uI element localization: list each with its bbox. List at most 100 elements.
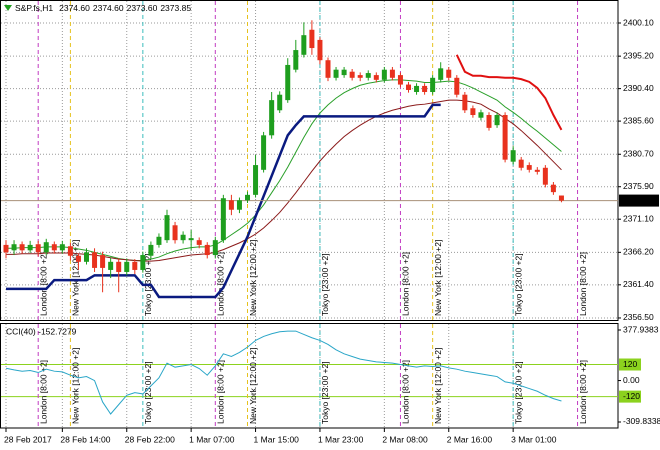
session-label: London [8:00 +2] [578, 360, 588, 424]
candle-body [196, 240, 202, 245]
candle-body [140, 255, 146, 270]
session-label: London [8:00 +2] [38, 360, 48, 424]
session-label: Tokyo [23:00 +2] [513, 253, 523, 316]
candle-body [204, 244, 210, 256]
y-tick-label: 2390.40 [623, 83, 654, 93]
candle-body [148, 244, 154, 256]
y-tick-label: 2356.50 [623, 312, 654, 322]
candle-body [446, 69, 452, 78]
candle-body [220, 198, 226, 241]
y-tick-label: 377.9383 [623, 324, 659, 334]
x-tick-label: 28 Feb 2017 [4, 434, 52, 444]
candle-body [75, 255, 81, 262]
candle-body [116, 261, 122, 272]
candle-body [236, 200, 242, 210]
y-tick-label: -309.8338 [623, 416, 660, 426]
candle-body [293, 50, 299, 70]
open-value: 2374.60 [59, 3, 90, 13]
candle-body [156, 236, 162, 245]
y-tick-label: 2395.20 [623, 50, 654, 60]
candle-body [3, 244, 9, 253]
candle-body [486, 115, 492, 128]
candle-body [43, 242, 49, 253]
header: S&P.fs,H1 2374.60 2374.60 2373.60 2373.85 [15, 3, 191, 13]
x-tick-label: 28 Feb 14:00 [60, 434, 110, 444]
session-label: New York [12:00 +2] [433, 240, 443, 316]
x-tick-label: 2 Mar 08:00 [382, 434, 428, 444]
candle-body [11, 244, 17, 251]
low-value: 2373.60 [127, 3, 158, 13]
candle-body [285, 64, 291, 101]
level-label-box [619, 390, 641, 403]
session-label: Tokyo [23:00 +2] [320, 253, 330, 316]
session-label: Tokyo [23:00 +2] [513, 361, 523, 424]
candle-body [365, 73, 371, 78]
y-tick-label: 2400.10 [623, 17, 654, 27]
candle-body [228, 200, 234, 210]
candle-body [430, 77, 436, 93]
symbol-icon [4, 5, 12, 11]
indicator-line [6, 79, 562, 261]
main-pane [0, 0, 619, 321]
candle-body [406, 84, 411, 90]
candle-body [180, 234, 186, 241]
candle-body [494, 115, 500, 126]
candle-body [510, 150, 516, 162]
candle-body [333, 69, 339, 78]
level-label: -120 [623, 391, 640, 401]
candle-body [188, 238, 194, 241]
candle-body [92, 252, 98, 268]
indicator-line [6, 99, 562, 262]
candle-body [301, 35, 307, 55]
x-tick-label: 28 Feb 22:00 [125, 434, 175, 444]
candle-body [526, 165, 532, 170]
session-label: New York [12:00 +2] [71, 240, 81, 316]
session-label: New York [12:00 +2] [248, 348, 258, 424]
session-label: London [8:00 +2] [578, 252, 588, 316]
candle-body [414, 85, 420, 93]
candle-body [35, 244, 41, 253]
candle-body [51, 244, 57, 251]
y-tick-label: 2380.70 [623, 148, 654, 158]
candle-body [59, 244, 65, 251]
session-label: New York [12:00 +2] [248, 240, 258, 316]
candle-body [164, 215, 170, 241]
candle-body [108, 261, 114, 270]
high-value: 2374.60 [93, 3, 124, 13]
candle-body [277, 94, 283, 111]
symbol: S&P.fs,H1 [15, 3, 53, 13]
candle-body [253, 165, 259, 195]
candle-body [534, 169, 540, 172]
session-label: New York [12:00 +2] [433, 348, 443, 424]
candle-body [124, 261, 130, 272]
session-label: London [8:00 +2] [216, 360, 226, 424]
session-label: New York [12:00 +2] [71, 348, 81, 424]
axes: 28 Feb 2017 28 Feb 14:00 28 Feb 22:00 1 Mar… [4, 17, 660, 444]
indicator-line [6, 103, 441, 299]
candle-body [67, 246, 73, 256]
candle-body [269, 100, 275, 136]
candle-body [100, 255, 106, 268]
y-tick-label: 2366.20 [623, 247, 654, 257]
candle-body [518, 159, 524, 168]
indicator-line [455, 54, 563, 131]
session-label: London [8:00 +2] [401, 360, 411, 424]
candle-body [373, 75, 379, 80]
session-label: London [8:00 +2] [38, 252, 48, 316]
candle-body [558, 195, 564, 201]
candle-body [422, 85, 428, 93]
current-price-label: 2373.85 [623, 195, 654, 205]
candle-body [309, 29, 315, 49]
overlays [1, 54, 618, 415]
y-tick-label: 2371.10 [623, 213, 654, 223]
candle-body [212, 240, 218, 256]
y-tick-label: 2385.60 [623, 115, 654, 125]
candle-body [132, 261, 138, 270]
candle-body [438, 68, 444, 80]
candle-body [542, 167, 548, 185]
candle-body [245, 194, 250, 201]
x-tick-label: 1 Mar 07:00 [189, 434, 235, 444]
